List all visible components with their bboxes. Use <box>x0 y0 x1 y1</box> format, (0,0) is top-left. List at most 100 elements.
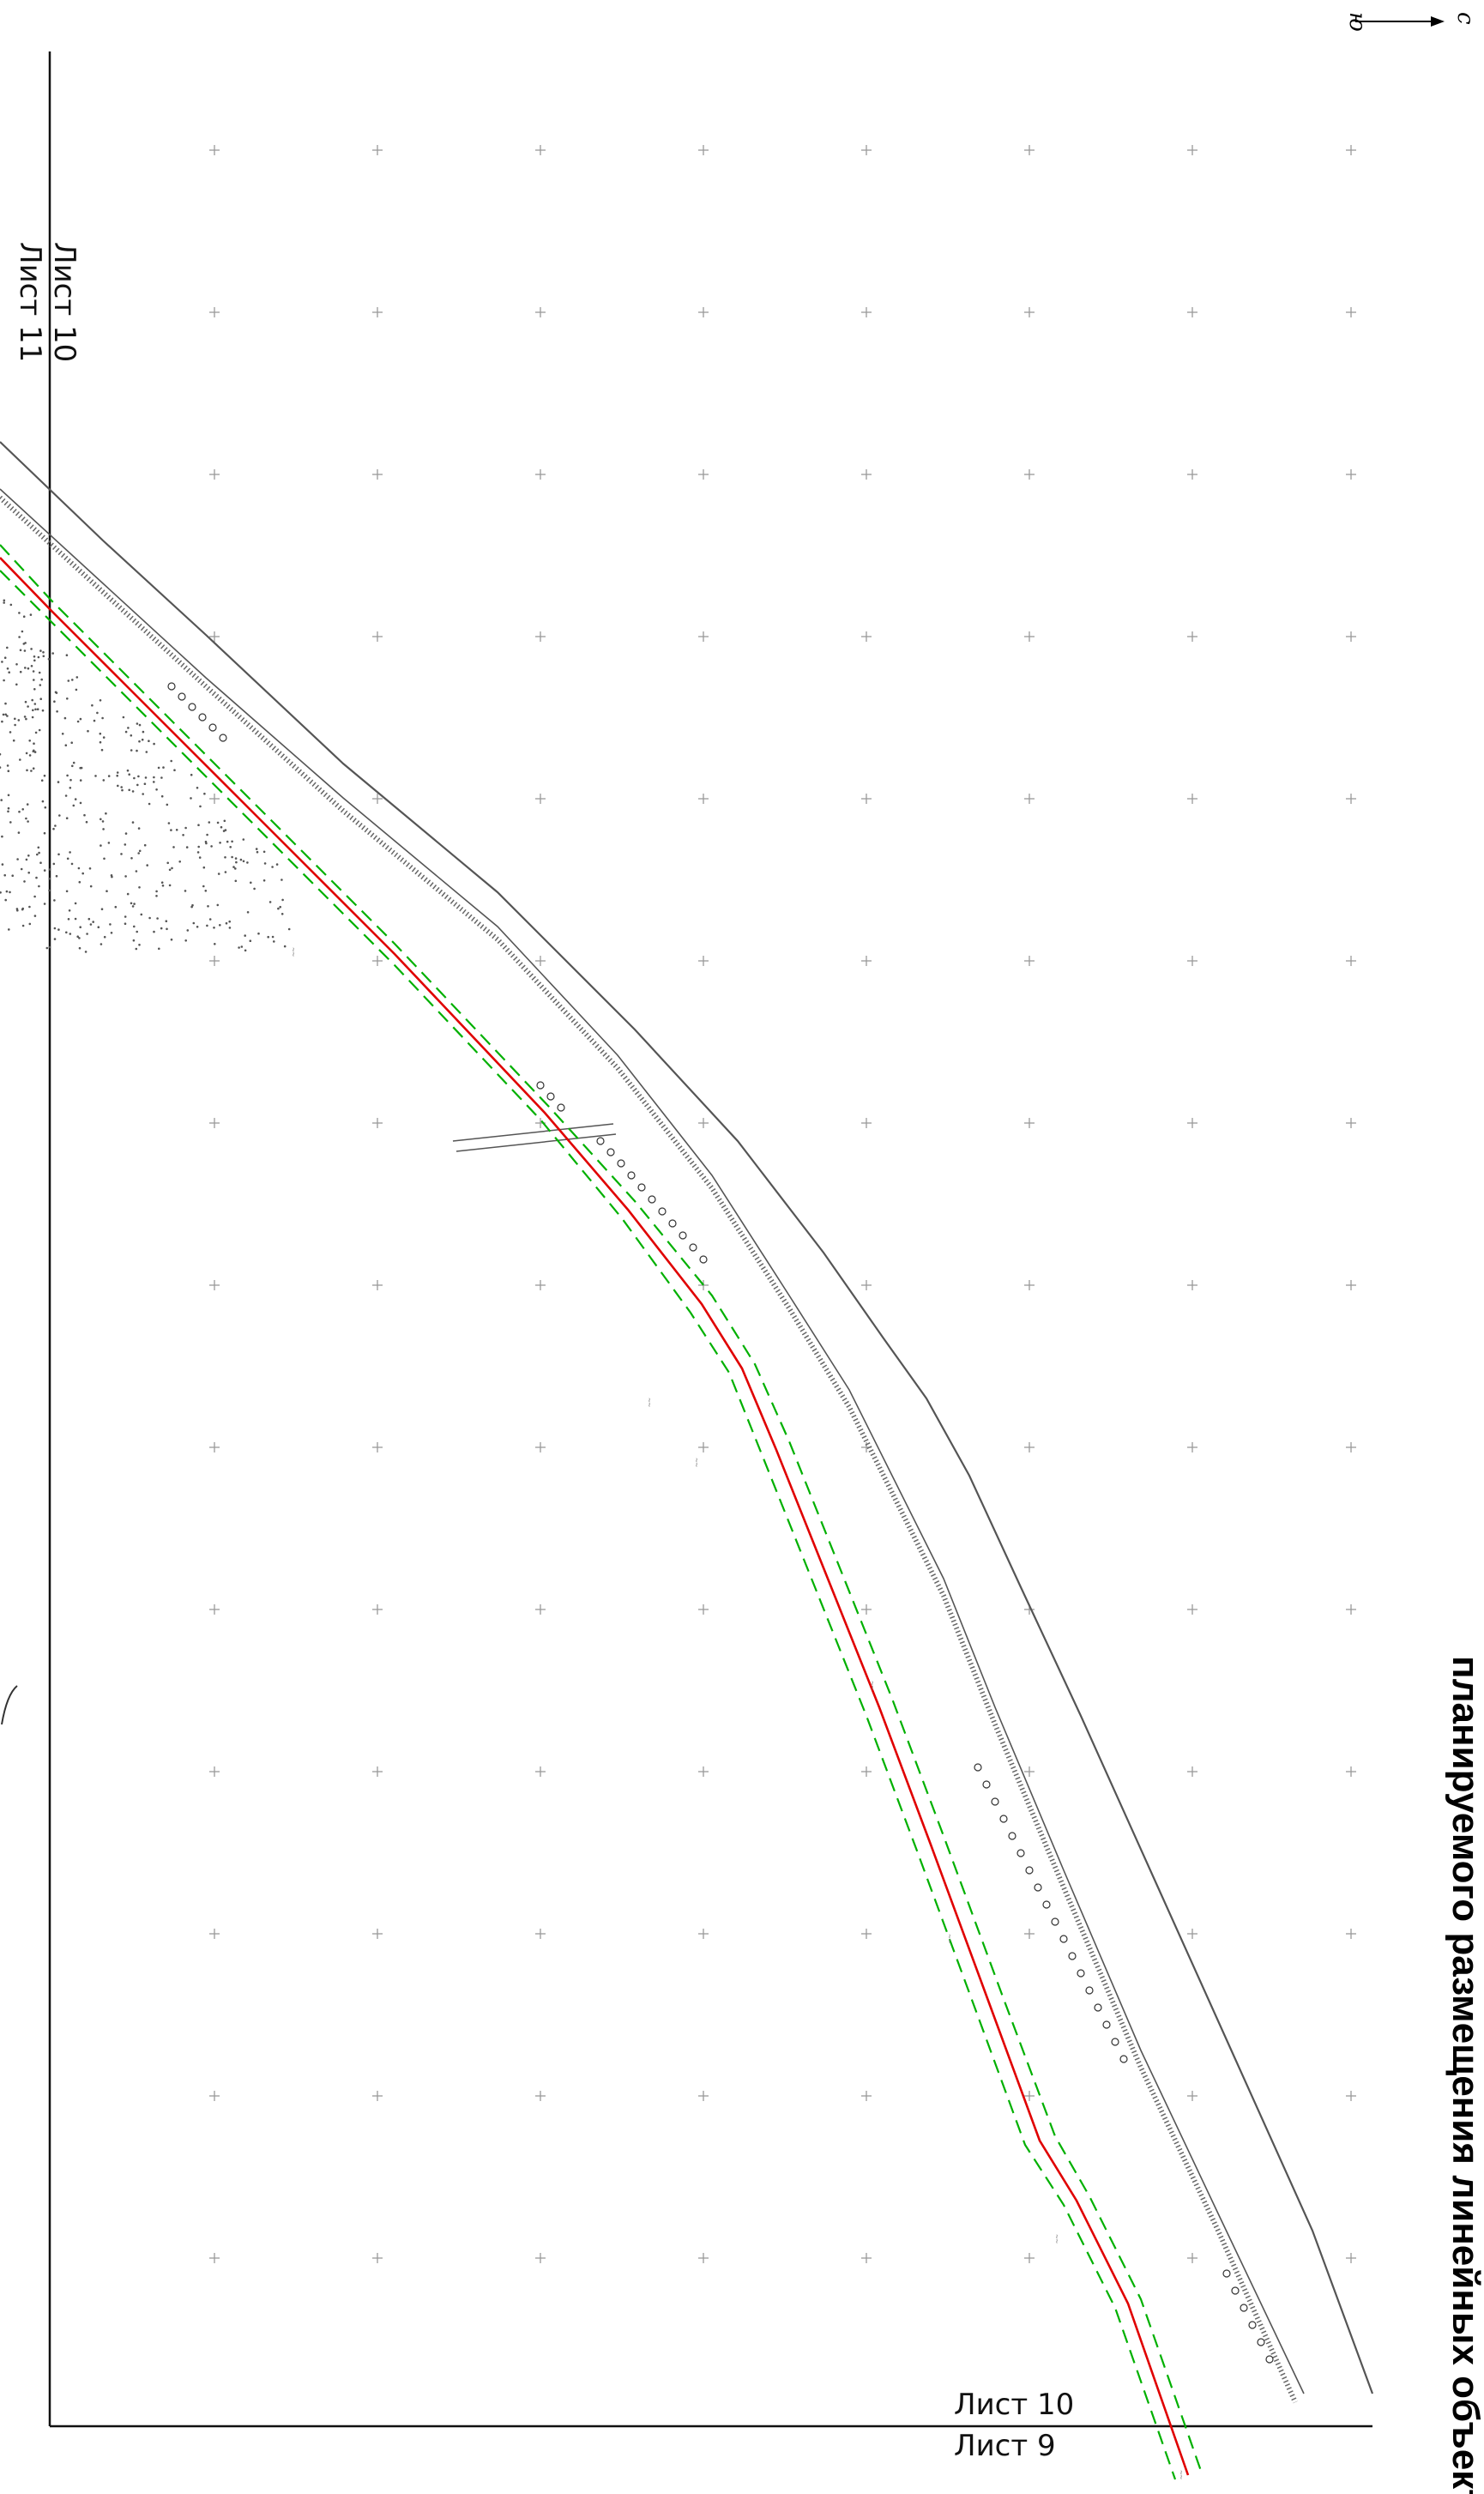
compass-south-label: ю <box>1344 12 1370 32</box>
vegetation-dot <box>19 649 22 652</box>
vegetation-dot <box>172 846 175 848</box>
vegetation-dot <box>21 908 24 911</box>
vegetation-dot <box>167 822 171 824</box>
vegetation-dot <box>18 636 21 638</box>
right-of-way-boundary-right <box>0 570 1177 2480</box>
vegetation-dot <box>31 698 33 702</box>
vegetation-dot <box>130 749 133 752</box>
road-edge-inner <box>0 488 1305 2394</box>
vegetation-dot <box>224 871 227 873</box>
vegetation-dot <box>2 713 5 716</box>
vegetation-dot <box>44 806 47 809</box>
vegetation-dot <box>124 730 128 734</box>
vegetation-dot <box>175 829 178 831</box>
vegetation-dot <box>4 702 7 705</box>
vegetation-dot <box>133 776 136 780</box>
vegetation-dot <box>33 749 35 752</box>
vegetation-dot <box>38 851 40 854</box>
vegetation-dot <box>148 740 150 742</box>
vegetation-dot <box>63 716 67 720</box>
vegetation-dot <box>96 711 99 715</box>
vegetation-dot <box>190 797 192 800</box>
vegetation-dot <box>21 808 25 811</box>
vegetation-dot <box>33 659 36 662</box>
vegetation-dot <box>27 854 30 857</box>
vegetation-dot <box>71 764 74 768</box>
vegetation-dot <box>5 890 9 893</box>
vegetation-dot <box>21 924 25 927</box>
vegetation-dot <box>190 773 193 776</box>
vegetation-dot <box>277 907 280 910</box>
vegetation-dot <box>33 679 35 681</box>
vegetation-dot <box>47 657 51 661</box>
vegetation-dot <box>107 775 111 777</box>
vegetation-dot <box>69 933 72 935</box>
vegetation-dot <box>19 758 21 761</box>
vegetation-dot <box>287 927 291 931</box>
vegetation-dot <box>196 787 199 789</box>
vegetation-dot <box>101 820 105 823</box>
vegetation-dot <box>9 891 11 894</box>
vegetation-dot <box>124 843 127 846</box>
vegetation-dot <box>184 890 187 892</box>
vegetation-dot <box>173 769 176 771</box>
svg-text:~~: ~~ <box>946 1934 955 1943</box>
vegetation-dot <box>138 944 141 946</box>
vegetation-dot <box>66 774 69 777</box>
vegetation-dot <box>40 678 43 681</box>
vegetation-dot <box>234 879 238 883</box>
vegetation-dot <box>155 895 158 897</box>
vegetation-dot <box>244 934 247 937</box>
vegetation-dot <box>170 938 173 941</box>
vegetation-dot <box>74 917 77 921</box>
vegetation-dot <box>28 922 32 926</box>
vegetation-dot <box>128 773 130 776</box>
vegetation-dot <box>64 794 68 797</box>
vegetation-dot <box>28 740 31 742</box>
vegetation-dot <box>8 928 10 931</box>
vegetation-dot <box>158 947 160 951</box>
vegetation-dot <box>23 880 26 883</box>
vegetation-dot <box>26 803 29 806</box>
vegetation-dot <box>27 820 29 823</box>
vegetation-dot <box>283 945 287 948</box>
svg-text:~~: ~~ <box>646 1398 655 1407</box>
right-of-way-boundary-left <box>0 544 1203 2472</box>
vegetation-dot <box>273 940 275 943</box>
vegetation-dot <box>142 793 144 795</box>
vegetation-dot <box>54 824 57 827</box>
vegetation-dot <box>234 857 238 860</box>
vegetation-dot <box>120 786 123 788</box>
vegetation-dot <box>28 754 32 757</box>
vegetation-dot <box>184 939 187 942</box>
vegetation-dot <box>11 874 14 877</box>
vegetation-dot <box>41 709 45 712</box>
vegetation-dot <box>77 867 81 870</box>
vegetation-dot <box>144 776 148 779</box>
vegetation-dot <box>30 648 33 650</box>
vegetation-dot <box>120 853 123 855</box>
vegetation-dot <box>153 742 155 746</box>
vegetation-dot <box>168 868 172 872</box>
vegetation-dot <box>213 927 215 929</box>
vegetation-dot <box>225 921 228 925</box>
svg-text:~~: ~~ <box>1053 2234 1062 2243</box>
vegetation-dot <box>106 890 108 892</box>
vegetation-dot <box>160 881 164 884</box>
vegetation-dot <box>53 899 56 902</box>
vegetation-dot <box>214 943 216 945</box>
vegetation-dot <box>3 873 6 877</box>
vegetation-dot <box>16 858 19 861</box>
north-arrow: с ю <box>1344 12 1478 32</box>
vegetation-dot <box>75 676 79 679</box>
vegetation-dot <box>219 842 221 844</box>
vegetation-dot <box>24 700 27 704</box>
vegetation-dot <box>39 684 42 686</box>
vegetation-dot <box>0 752 2 756</box>
vegetation-dot <box>239 858 243 861</box>
compass-north-label: с <box>1452 12 1478 25</box>
vegetation-dot <box>138 886 141 889</box>
vegetation-dot <box>217 873 220 875</box>
vegetation-dot <box>7 810 9 813</box>
vegetation-dot <box>67 918 70 921</box>
